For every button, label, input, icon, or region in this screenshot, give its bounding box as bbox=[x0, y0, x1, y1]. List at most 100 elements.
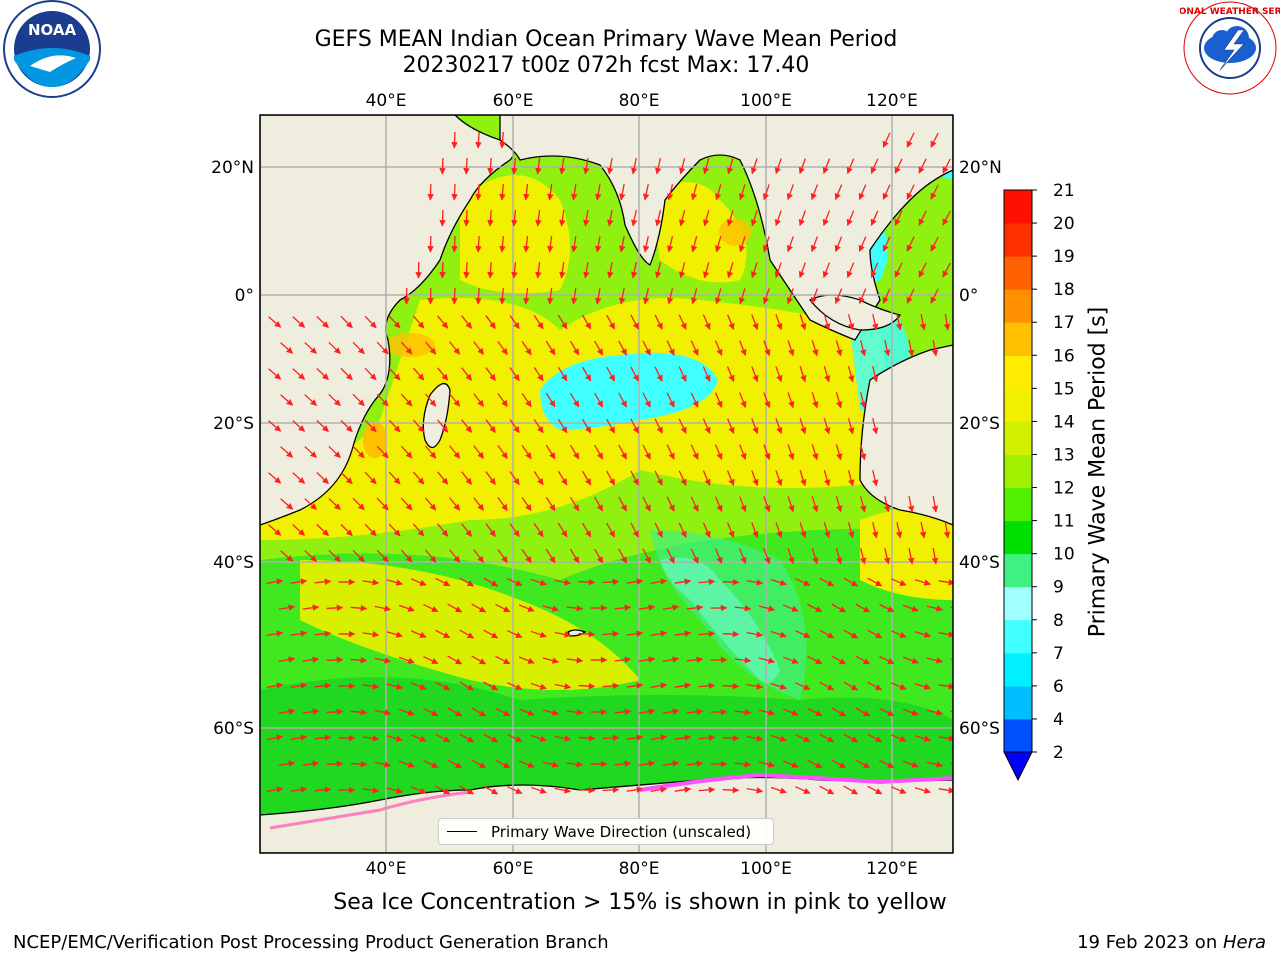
wave-arrow bbox=[619, 288, 626, 305]
wave-arrow bbox=[758, 761, 776, 768]
wave-arrow bbox=[545, 340, 556, 356]
wave-arrow bbox=[451, 183, 458, 201]
wave-arrow bbox=[835, 392, 843, 409]
colorbar-segment bbox=[1004, 685, 1032, 720]
wave-arrow bbox=[722, 630, 740, 638]
wave-arrow bbox=[602, 630, 620, 638]
lat-tick-right: 60°S bbox=[959, 719, 1000, 739]
wave-arrow bbox=[642, 548, 651, 564]
wave-arrow bbox=[569, 340, 580, 356]
wave-arrow bbox=[895, 314, 903, 331]
wave-arrow bbox=[463, 157, 470, 175]
wave-arrow bbox=[511, 157, 518, 175]
wave-arrow bbox=[557, 314, 568, 330]
map-title: GEFS MEAN Indian Ocean Primary Wave Mean… bbox=[314, 27, 898, 52]
wave-arrow bbox=[770, 682, 787, 690]
wave-arrow bbox=[843, 785, 859, 795]
wave-arrow bbox=[340, 315, 353, 329]
wave-arrow bbox=[266, 578, 284, 585]
lon-tick-bottom: 120°E bbox=[866, 859, 918, 879]
wave-arrow bbox=[931, 496, 939, 513]
wave-arrow bbox=[698, 682, 716, 690]
wave-arrow bbox=[894, 158, 903, 174]
wave-arrow bbox=[902, 604, 919, 612]
wave-arrow bbox=[678, 210, 686, 227]
colorbar-segment bbox=[1004, 487, 1032, 522]
wave-arrow bbox=[642, 236, 650, 253]
wave-arrow bbox=[894, 262, 903, 278]
wave-arrow bbox=[424, 549, 437, 563]
lat-tick-left: 60°S bbox=[213, 719, 254, 739]
colorbar-segment bbox=[1004, 355, 1032, 389]
wave-arrow bbox=[487, 157, 494, 175]
wave-arrow bbox=[398, 708, 415, 716]
wave-arrow bbox=[362, 735, 380, 742]
wave-arrow bbox=[521, 393, 532, 408]
colorbar-tick-label: 6 bbox=[1053, 677, 1064, 697]
wave-arrow bbox=[437, 471, 449, 485]
wave-arrow bbox=[638, 656, 656, 663]
wave-arrow bbox=[906, 184, 915, 200]
wave-arrow bbox=[698, 630, 716, 638]
wave-arrow bbox=[388, 367, 401, 381]
wave-arrow bbox=[376, 497, 389, 511]
wave-arrow bbox=[487, 209, 494, 227]
wave-arrow bbox=[533, 418, 544, 434]
wave-arrow bbox=[871, 418, 879, 435]
colorbar-segment bbox=[1004, 520, 1032, 555]
wave-arrow bbox=[583, 210, 590, 227]
wave-arrow bbox=[831, 655, 847, 665]
wave-arrow bbox=[304, 498, 317, 510]
wave-arrow bbox=[340, 523, 353, 537]
wave-arrow bbox=[690, 184, 698, 201]
wave-arrow bbox=[626, 734, 644, 741]
wave-arrow bbox=[762, 288, 770, 305]
wave-arrow bbox=[678, 366, 687, 382]
wave-arrow bbox=[578, 578, 596, 586]
wave-arrow bbox=[518, 760, 535, 768]
wave-arrow bbox=[847, 418, 855, 435]
colorbar-tick-label: 17 bbox=[1053, 313, 1075, 333]
wave-arrow bbox=[843, 629, 859, 639]
wave-arrow bbox=[906, 288, 915, 304]
wave-arrow bbox=[774, 262, 782, 279]
wave-arrow bbox=[867, 577, 883, 587]
wave-arrow bbox=[569, 496, 580, 512]
wave-arrow bbox=[463, 209, 470, 227]
wave-arrow bbox=[883, 340, 891, 357]
wave-arrow bbox=[798, 262, 806, 279]
wave-arrow bbox=[746, 683, 764, 690]
wave-arrow bbox=[559, 261, 566, 279]
wave-arrow bbox=[690, 548, 699, 564]
footer-date: 19 Feb 2023 on Hera bbox=[1077, 932, 1266, 953]
wave-arrow bbox=[509, 471, 520, 486]
wave-arrow bbox=[787, 548, 795, 565]
wave-arrow bbox=[578, 734, 596, 742]
wave-arrow bbox=[290, 682, 308, 689]
wave-arrow bbox=[859, 444, 867, 461]
colorbar-tick-label: 11 bbox=[1053, 512, 1075, 532]
wave-arrow bbox=[798, 158, 806, 175]
wave-arrow bbox=[662, 604, 680, 611]
wave-arrow bbox=[746, 787, 764, 794]
colorbar-segment bbox=[1004, 289, 1032, 323]
wave-arrow bbox=[726, 418, 735, 435]
wave-arrow bbox=[557, 522, 568, 538]
wave-arrow bbox=[471, 759, 487, 769]
wave-arrow bbox=[847, 366, 855, 383]
wave-arrow bbox=[678, 522, 687, 538]
wave-arrow bbox=[714, 236, 722, 253]
wave-arrow bbox=[559, 209, 566, 227]
lat-tick-right: 0° bbox=[959, 286, 978, 306]
colorbar-segment bbox=[1004, 322, 1032, 356]
wave-arrow bbox=[340, 419, 353, 433]
lon-tick-bottom: 80°E bbox=[619, 859, 660, 879]
wave-arrow bbox=[566, 709, 584, 716]
wave-arrow bbox=[483, 681, 499, 691]
wave-arrow bbox=[412, 471, 425, 485]
wave-arrow bbox=[447, 707, 463, 717]
wave-arrow bbox=[782, 708, 799, 716]
wave-arrow bbox=[846, 262, 855, 278]
wave-arrow bbox=[795, 786, 811, 794]
wave-arrow bbox=[763, 444, 771, 461]
